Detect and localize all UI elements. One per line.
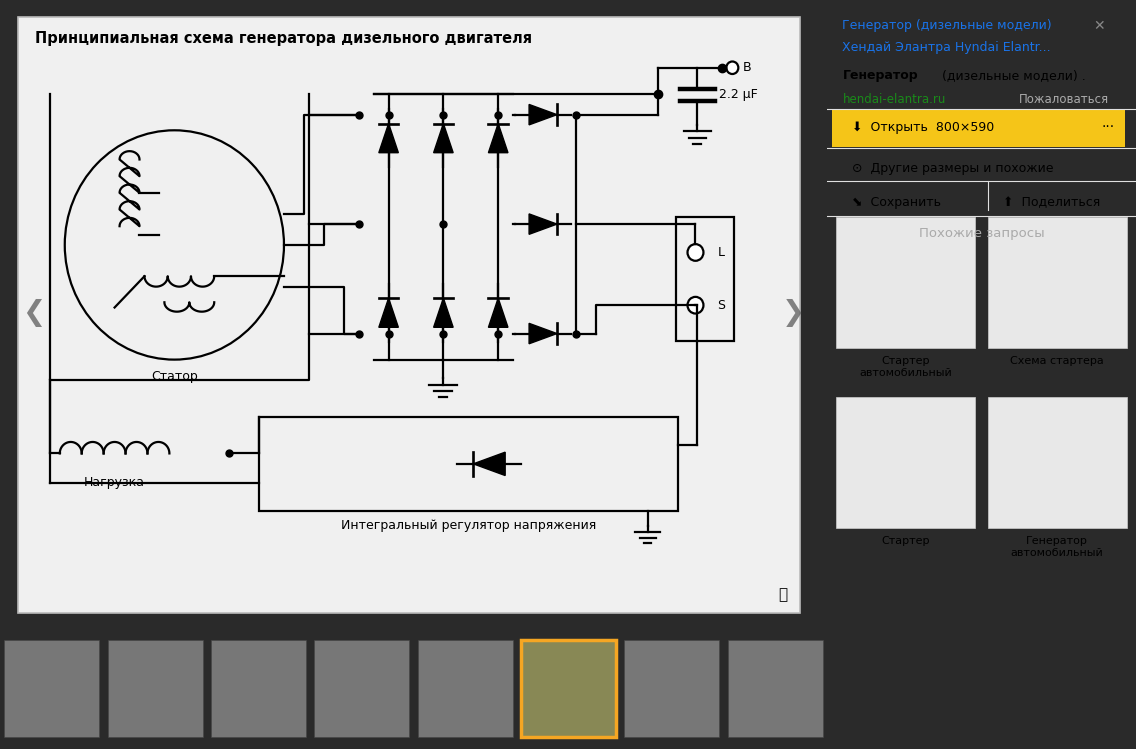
Text: Интегральный регулятор напряжения: Интегральный регулятор напряжения — [341, 519, 596, 532]
Text: ⬇  Открыть  800×590: ⬇ Открыть 800×590 — [852, 121, 994, 134]
Text: Пожаловаться: Пожаловаться — [1019, 93, 1109, 106]
Bar — [987, 217, 1127, 348]
Text: ❯: ❯ — [782, 299, 805, 327]
Text: B: B — [742, 61, 751, 74]
Text: Похожие запросы: Похожие запросы — [919, 227, 1044, 240]
Text: ⊙  Другие размеры и похожие: ⊙ Другие размеры и похожие — [852, 162, 1053, 175]
Polygon shape — [529, 214, 557, 234]
Polygon shape — [488, 298, 508, 327]
Bar — [418, 640, 512, 737]
FancyBboxPatch shape — [18, 16, 800, 613]
Bar — [836, 217, 976, 348]
Text: Генератор
автомобильный: Генератор автомобильный — [1011, 536, 1103, 558]
Bar — [987, 397, 1127, 528]
Bar — [211, 640, 306, 737]
Circle shape — [687, 244, 703, 261]
Text: L: L — [718, 246, 725, 259]
FancyBboxPatch shape — [832, 109, 1125, 147]
Bar — [108, 640, 202, 737]
Polygon shape — [434, 298, 453, 327]
Text: ⬆  Поделиться: ⬆ Поделиться — [1003, 196, 1101, 209]
Circle shape — [687, 297, 703, 314]
Polygon shape — [434, 124, 453, 153]
Text: ❮: ❮ — [22, 299, 45, 327]
Text: Нагрузка: Нагрузка — [84, 476, 145, 489]
Bar — [315, 640, 409, 737]
Text: (дизельные модели) .: (дизельные модели) . — [938, 69, 1086, 82]
Polygon shape — [529, 104, 557, 125]
Bar — [728, 640, 822, 737]
Polygon shape — [474, 452, 506, 476]
Text: ✕: ✕ — [1093, 19, 1104, 33]
Text: ⬊  Сохранить: ⬊ Сохранить — [852, 196, 941, 209]
Text: Генератор: Генератор — [843, 69, 918, 82]
Text: Стартер: Стартер — [882, 536, 930, 545]
Polygon shape — [378, 124, 399, 153]
Text: Хендай Элантра Hyndai Elantr...: Хендай Элантра Hyndai Elantr... — [843, 41, 1051, 54]
Circle shape — [726, 61, 738, 74]
Bar — [5, 640, 99, 737]
Text: Стартер
автомобильный: Стартер автомобильный — [860, 356, 952, 378]
Text: ···: ··· — [1101, 121, 1114, 134]
FancyBboxPatch shape — [259, 417, 677, 511]
Bar — [836, 397, 976, 528]
Text: Схема стартера: Схема стартера — [1010, 356, 1104, 366]
Text: ⤢: ⤢ — [778, 587, 787, 602]
Polygon shape — [529, 324, 557, 344]
Polygon shape — [488, 124, 508, 153]
Text: S: S — [718, 299, 726, 312]
Text: Статор: Статор — [151, 370, 198, 383]
Bar — [625, 640, 719, 737]
Text: hendai-elantra.ru: hendai-elantra.ru — [843, 93, 946, 106]
Text: Генератор (дизельные модели): Генератор (дизельные модели) — [843, 19, 1052, 31]
Polygon shape — [378, 298, 399, 327]
FancyBboxPatch shape — [676, 216, 734, 341]
Text: 2.2 μF: 2.2 μF — [719, 88, 758, 101]
Text: Принципиальная схема генератора дизельного двигателя: Принципиальная схема генератора дизельно… — [35, 31, 532, 46]
Bar — [521, 640, 616, 737]
